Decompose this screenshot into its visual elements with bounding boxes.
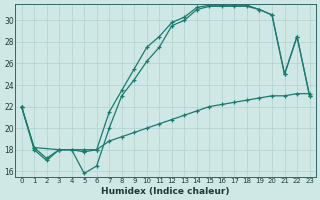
X-axis label: Humidex (Indice chaleur): Humidex (Indice chaleur): [101, 187, 230, 196]
